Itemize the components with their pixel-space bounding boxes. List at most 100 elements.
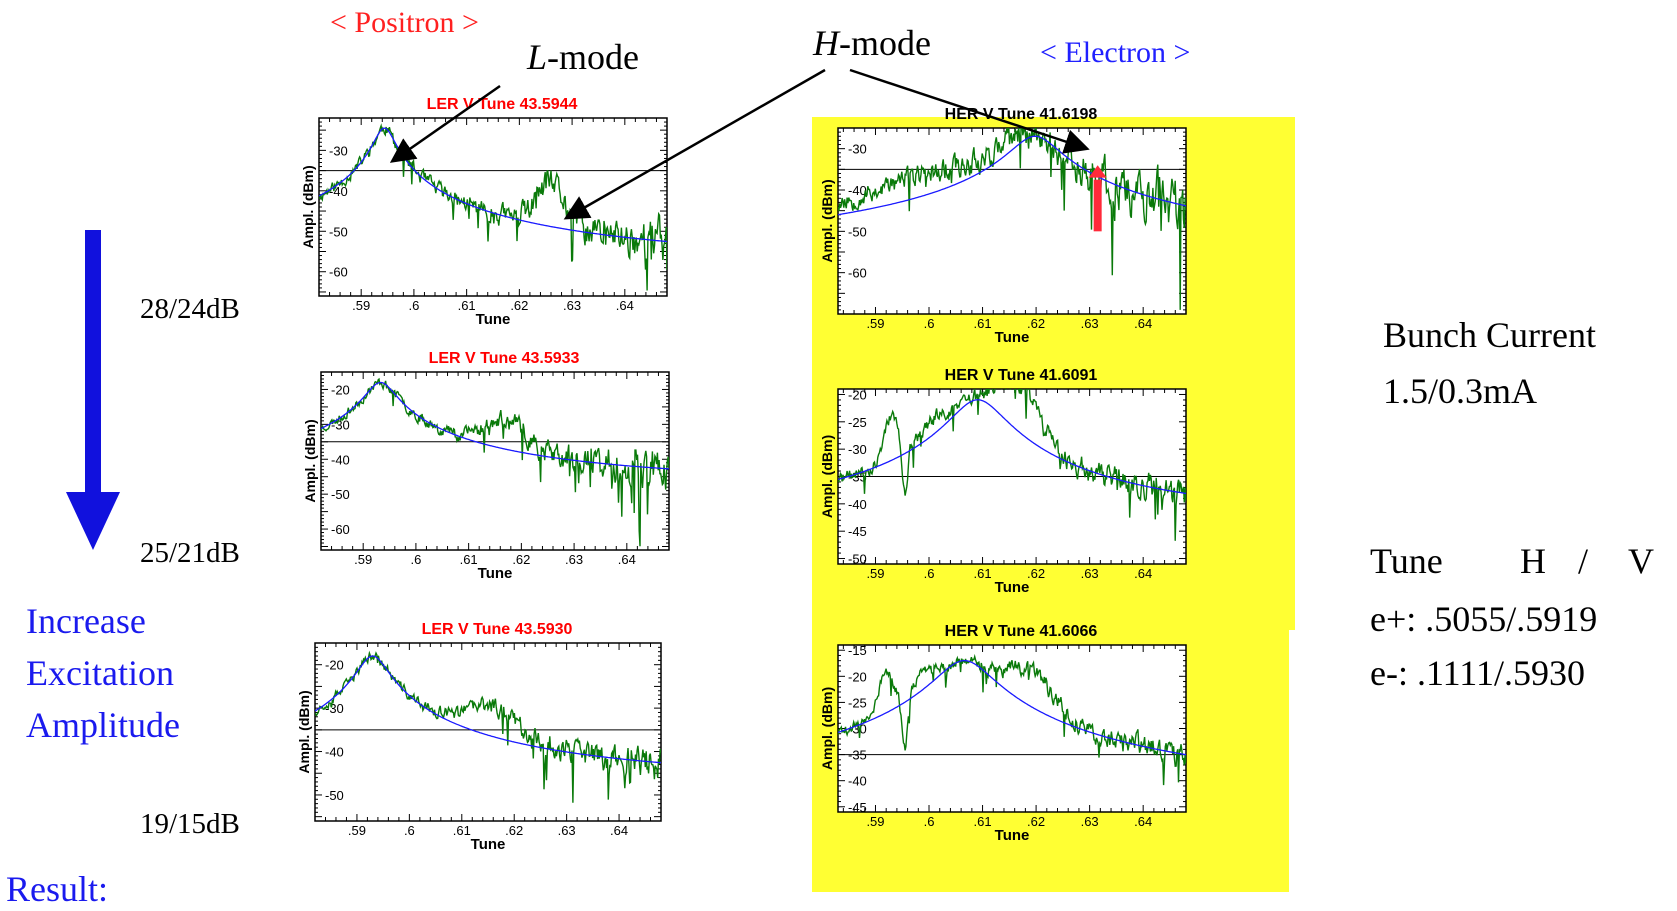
ler3-xtick-label: .64: [610, 823, 628, 838]
her2-fit-curve: [838, 399, 1186, 495]
ler2-xtick-label: .61: [460, 552, 478, 567]
increase-text-line-2: Excitation: [26, 653, 174, 693]
ler3-xtick-label: .62: [505, 823, 523, 838]
ler3-title: LER V Tune 43.5930: [421, 621, 573, 638]
tune-header-slash: /: [1578, 541, 1589, 581]
her1-title: HER V Tune 41.6198: [944, 106, 1098, 123]
her2-xtick-label: .59: [866, 566, 884, 581]
ler1-ytick-label: -50: [329, 224, 348, 239]
ler1-fit-curve: [319, 127, 667, 243]
l-mode-label: L-mode: [527, 36, 639, 78]
ler2-traces: [321, 377, 669, 547]
her3-ytick-label: -25: [848, 695, 867, 710]
ler3-ylabel: Ampl. (dBm): [296, 690, 312, 773]
tune-header-tune: Tune: [1370, 541, 1443, 581]
ler1-xtick-label: .61: [458, 298, 476, 313]
her3-traces: [838, 653, 1186, 786]
ler1-ytick-label: -30: [329, 143, 348, 158]
tune-eplus: e+: .5055/.5919: [1370, 599, 1598, 639]
ler3-xtick-label: .61: [453, 823, 471, 838]
red-up-arrow-icon: [1088, 165, 1107, 232]
ler3-xtick-label: .63: [558, 823, 576, 838]
l-mode-italic: L: [527, 37, 548, 77]
ler2-ytick-label: -20: [331, 382, 350, 397]
ler3-frame: [314, 642, 662, 822]
her3-xlabel: Tune: [995, 827, 1030, 844]
her3-svg: .59.6.61.62.63.64-15-20-25-30-35-40-45Tu…: [819, 643, 1187, 844]
her1-xtick-label: .61: [974, 316, 992, 331]
her3-xtick-label: .6: [924, 814, 935, 829]
her3-fit-curve: [838, 659, 1186, 756]
her2-ytick-label: -30: [848, 442, 867, 457]
ler3-xtick-label: .59: [348, 823, 366, 838]
ler2-xtick-label: .64: [618, 552, 636, 567]
ler2-xtick-label: .59: [354, 552, 372, 567]
ler2-xtick-label: .62: [512, 552, 530, 567]
ler2-title: LER V Tune 43.5933: [428, 350, 580, 367]
her1-ytick-label: -40: [848, 183, 867, 198]
her2-svg: .59.6.61.62.63.64-20-25-30-35-40-45-50Tu…: [819, 387, 1187, 596]
ler3-fit-curve: [315, 655, 661, 764]
ler3-xlabel: Tune: [471, 836, 506, 853]
h-mode-label: H-mode: [813, 22, 931, 64]
attenuation-label-2: 25/21dB: [140, 537, 240, 569]
ler2-xtick-label: .6: [410, 552, 421, 567]
ler2-xtick-label: .63: [565, 552, 583, 567]
her1-ytick-label: -50: [848, 224, 867, 239]
her2-xtick-label: .63: [1081, 566, 1099, 581]
ler2-ytick-label: -50: [331, 487, 350, 502]
ler1-xtick-label: .62: [510, 298, 528, 313]
her3-measured-trace: [838, 653, 1186, 786]
ler3-ytick-label: -20: [325, 658, 344, 673]
increase-text-line-1: Increase: [26, 601, 146, 641]
ler3-svg: .59 .6 .61 .62 .63 .64 -20 -30 -40 -50 Tune Ampl. (…: [296, 642, 662, 853]
ler3-ytick-label: -40: [325, 745, 344, 760]
ler1-ytick-label: -60: [329, 265, 348, 280]
her2-ytick-label: -25: [848, 415, 867, 430]
increase-text-line-3: Amplitude: [26, 705, 180, 745]
ler3-traces: [315, 650, 661, 803]
her3-xtick-label: .61: [974, 814, 992, 829]
her3-frame: [837, 644, 1187, 813]
increase-arrow-icon: [66, 230, 120, 550]
her2-ytick-label: -20: [848, 387, 867, 402]
her3-ytick-label: -20: [848, 669, 867, 684]
her1-xtick-label: .59: [866, 316, 884, 331]
tune-eminus: e-: .1111/.5930: [1370, 653, 1585, 693]
attenuation-label-3: 19/15dB: [140, 808, 240, 840]
ler3-ytick-label: -50: [325, 788, 344, 803]
her1-ylabel: Ampl. (dBm): [819, 179, 835, 262]
ler3-ytick-label: -30: [325, 701, 344, 716]
her2-ytick-label: -50: [848, 552, 867, 567]
l-mode-rest: -mode: [547, 37, 639, 77]
her3-xtick-label: .59: [866, 814, 884, 829]
ler1-ylabel: Ampl. (dBm): [300, 165, 316, 248]
ler2-svg: .59.6.61.62.63.64-20-30-40-50-60TuneAmpl…: [302, 371, 670, 582]
her3-title: HER V Tune 41.6066: [944, 623, 1098, 640]
her2-xtick-label: .61: [974, 566, 992, 581]
attenuation-label-1: 28/24dB: [140, 293, 240, 325]
her2-traces: [838, 389, 1186, 541]
ler2-ytick-label: -60: [331, 522, 350, 537]
ler1-frame: [318, 117, 668, 297]
bunch-current-label: Bunch Current: [1383, 315, 1596, 355]
h-mode-rest: -mode: [839, 23, 931, 63]
ler1-xtick-label: .63: [563, 298, 581, 313]
her2-title: HER V Tune 41.6091: [944, 367, 1098, 384]
result-label: Result:: [6, 869, 109, 909]
her3-ytick-label: -40: [848, 774, 867, 789]
her2-xtick-label: .6: [924, 566, 935, 581]
positron-label: < Positron >: [330, 6, 479, 39]
her2-ytick-label: -40: [848, 497, 867, 512]
ler1-xtick-label: .64: [616, 298, 634, 313]
her3-ylabel: Ampl. (dBm): [819, 687, 835, 770]
her2-ylabel: Ampl. (dBm): [819, 435, 835, 518]
her1-fit-curve: [838, 135, 1186, 216]
her1-xtick-label: .63: [1081, 316, 1099, 331]
ler2-frame: [320, 371, 670, 551]
ler2-ylabel: Ampl. (dBm): [302, 419, 318, 502]
her3-xtick-label: .63: [1081, 814, 1099, 829]
tune-header-v: V: [1628, 541, 1654, 581]
ler2-xlabel: Tune: [478, 565, 513, 582]
